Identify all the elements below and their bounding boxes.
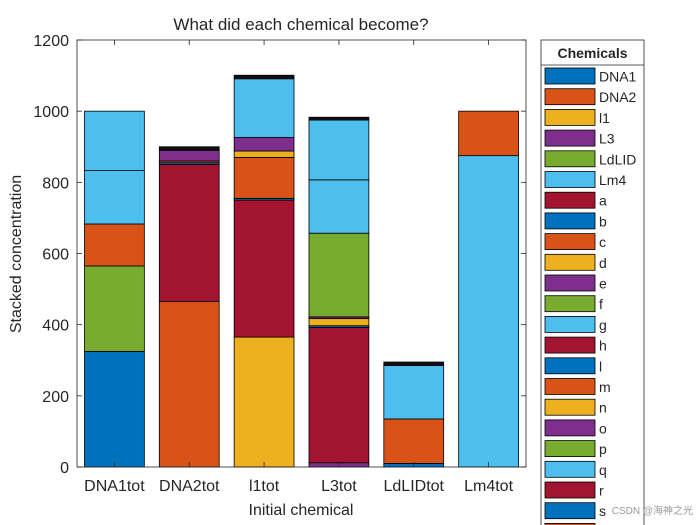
y-tick-label: 0 — [60, 460, 69, 477]
legend-swatch-p — [544, 440, 596, 458]
legend-label-h: h — [599, 338, 607, 354]
bar-segment-l1tot-d — [233, 150, 295, 158]
legend-label-a: a — [599, 193, 607, 209]
legend-swatch-n — [544, 398, 596, 416]
legend-swatch-o — [544, 419, 596, 437]
bar-segment-l1tot-e — [233, 137, 295, 152]
legend-label-l: l — [599, 358, 602, 374]
legend-label-DNA1: DNA1 — [599, 69, 637, 85]
legend-label-s: s — [599, 503, 606, 519]
legend-swatch-s — [544, 502, 596, 520]
bar-segment-L3tot-d — [308, 318, 370, 327]
bar-top-cap-l1tot — [233, 74, 295, 80]
legend-label-g: g — [599, 317, 607, 333]
legend-swatch-t — [544, 523, 596, 525]
bar-segment-DNA2tot-e — [158, 149, 220, 162]
legend-swatch-e — [544, 274, 596, 292]
y-tick-label: 1200 — [33, 33, 69, 50]
x-tick-label: Lm4tot — [464, 478, 513, 495]
bar-segment-Lm4tot-Lm4 — [458, 155, 519, 468]
bar-segment-l1tot-g — [233, 78, 295, 138]
legend-label-LdLID: LdLID — [599, 151, 636, 167]
legend-swatch-b — [544, 212, 596, 230]
legend-label-q: q — [599, 462, 607, 478]
x-axis-label: Initial chemical — [249, 502, 354, 519]
bar-segment-DNA1tot-DNA1 — [84, 350, 145, 468]
legend-swatch-DNA1 — [544, 67, 596, 85]
legend-swatch-DNA2 — [544, 88, 596, 106]
bar-segment-L3tot-g — [308, 179, 370, 234]
axes-layer: 0 200 400 600 800 1000 1200 DNA1tot DNA2tot l1tot… — [33, 33, 527, 495]
legend-label-f: f — [599, 296, 603, 312]
bar-segment-DNA1tot-g — [84, 170, 145, 225]
legend-swatch-c — [544, 233, 596, 251]
chart-title: What did each chemical become? — [173, 15, 428, 34]
bar-segment-DNA2tot-a — [158, 164, 220, 302]
legend-label-m: m — [599, 379, 611, 395]
legend-swatch-Lm4 — [544, 171, 596, 188]
y-tick-label: 800 — [42, 175, 69, 192]
legend-swatch-L3 — [544, 129, 596, 147]
bar-segment-Lm4tot-c — [458, 110, 519, 157]
legend-label-b: b — [599, 213, 607, 229]
y-tick-label: 400 — [42, 318, 69, 335]
legend-label-t: t — [599, 524, 603, 525]
bar-segment-l1tot-c — [233, 157, 295, 199]
legend-swatch-f — [544, 295, 596, 313]
legend-swatch-l — [544, 357, 596, 375]
x-tick-label: L3tot — [321, 478, 357, 495]
legend: Chemicals DNA1 DNA2 l1 L3 LdLID Lm4 abcdefghlmn… — [540, 39, 645, 525]
legend-label-DNA2: DNA2 — [599, 89, 637, 105]
bar-segment-DNA1tot-c — [84, 223, 145, 267]
bar-segment-DNA2tot-DNA2 — [158, 301, 220, 468]
legend-label-p: p — [599, 441, 607, 457]
legend-swatch-a — [544, 191, 596, 209]
legend-label-c: c — [599, 234, 606, 250]
bar-top-cap-LdLIDtot — [383, 361, 445, 366]
x-tick-label: DNA1tot — [84, 478, 145, 495]
bar-segment-DNA1tot-q — [84, 110, 145, 171]
legend-swatch-LdLID — [544, 150, 596, 168]
legend-swatch-q — [544, 460, 596, 478]
x-tick-label: l1tot — [249, 478, 280, 495]
plot-area — [77, 40, 526, 467]
legend-swatch-d — [544, 253, 596, 271]
y-axis-label: Stacked concentration — [8, 175, 25, 333]
x-tick-label: LdLIDtot — [384, 478, 445, 495]
bar-segment-L3tot-f — [308, 232, 370, 318]
legend-swatch-r — [544, 481, 596, 499]
y-tick-label: 200 — [42, 389, 69, 406]
bar-top-cap-DNA2tot — [158, 146, 220, 151]
bar-segment-LdLIDtot-c — [383, 418, 445, 464]
legend-label-r: r — [599, 483, 604, 499]
watermark: CSDN @海神之光 — [612, 504, 693, 517]
legend-label-n: n — [599, 400, 607, 416]
legend-label-e: e — [599, 276, 607, 292]
bar-segment-DNA1tot-LdLID — [84, 265, 145, 352]
legend-label-l1: l1 — [599, 110, 610, 126]
legend-label-o: o — [599, 420, 607, 436]
legend-title: Chemicals — [557, 45, 627, 61]
legend-label-d: d — [599, 255, 607, 271]
bar-segment-l1tot-l1 — [233, 336, 295, 468]
x-tick-label: DNA2tot — [159, 478, 220, 495]
legend-swatch-l1 — [544, 109, 596, 126]
legend-swatch-m — [544, 378, 596, 395]
bar-segment-L3tot-q — [308, 119, 370, 181]
legend-swatch-g — [544, 315, 596, 333]
bar-segment-L3tot-a — [308, 327, 370, 464]
y-tick-label: 600 — [42, 247, 69, 264]
bar-segment-LdLIDtot-g — [383, 365, 445, 420]
bar-top-cap-L3tot — [308, 116, 370, 121]
legend-label-Lm4: Lm4 — [599, 172, 626, 188]
bar-segment-l1tot-a — [233, 199, 295, 338]
legend-swatch-h — [544, 336, 596, 354]
bars-layer — [84, 74, 519, 468]
legend-label-L3: L3 — [599, 131, 615, 147]
y-tick-label: 1000 — [33, 104, 69, 121]
